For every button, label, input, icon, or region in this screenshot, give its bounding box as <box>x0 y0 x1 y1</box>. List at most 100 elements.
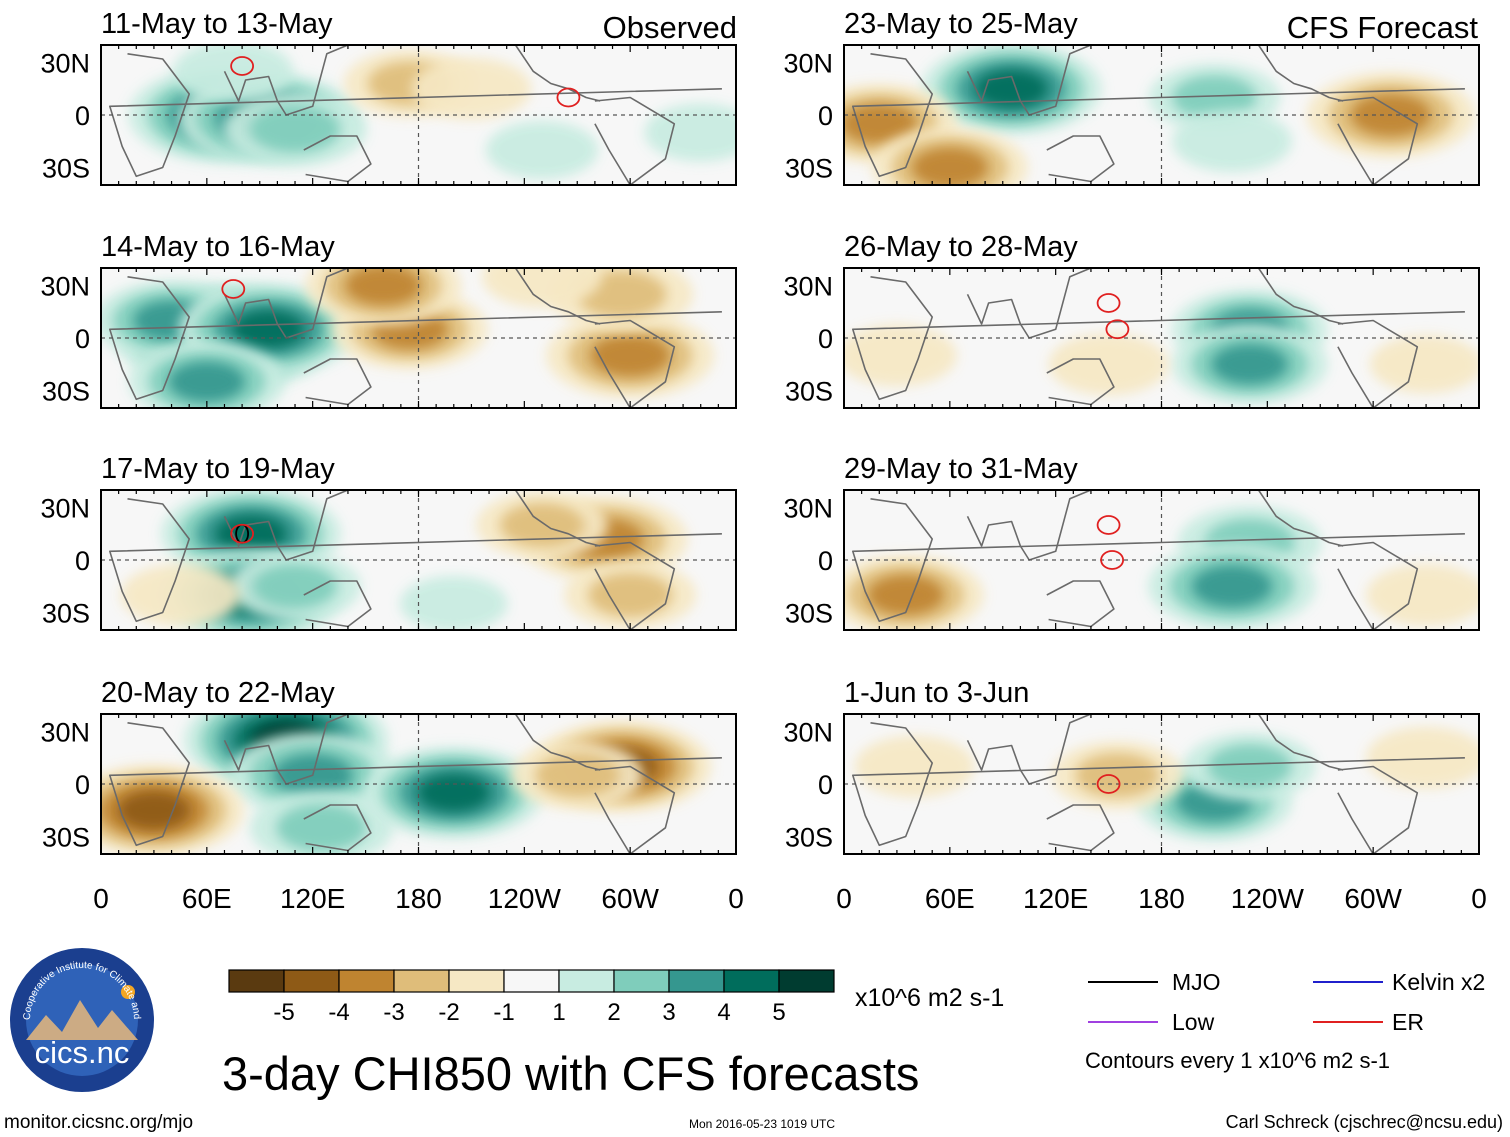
anomaly-blob <box>411 57 532 120</box>
wave-contour-er <box>1105 319 1130 340</box>
coastline <box>1337 765 1419 854</box>
colorbar-tick-label: 3 <box>662 999 675 1026</box>
panel-period-title: 20-May to 22-May <box>101 677 335 709</box>
lon-tick-label: 120E <box>280 883 345 914</box>
logo-sun-icon <box>121 985 135 999</box>
coastline <box>303 804 372 852</box>
coastline <box>852 498 1465 623</box>
lon-tick-label: 180 <box>1138 883 1185 914</box>
wave-contour-er <box>1100 550 1125 570</box>
legend-kelvin-label: Kelvin x2 <box>1392 969 1485 995</box>
coastline <box>303 580 372 628</box>
lat-tick-label: 30S <box>42 154 90 184</box>
x-axis-tick-labels: 0 60E 120E 180 120W 60W 0 0 60E 120E 180 120W 60W 0 <box>93 883 1487 914</box>
lat-tick-label: 30N <box>783 49 833 79</box>
contour-legend: MJO Kelvin x2 Low ER Contours every 1 x1… <box>1085 969 1485 1073</box>
coastline <box>1257 490 1344 547</box>
anomaly-blob <box>117 791 190 830</box>
coastline <box>223 714 349 785</box>
legend-low-label: Low <box>1172 1009 1215 1035</box>
anomaly-blob <box>535 753 620 798</box>
anomaly-blob <box>485 120 599 180</box>
lon-tick-label: 0 <box>728 883 744 914</box>
forecast-column-label: CFS Forecast <box>1287 10 1479 45</box>
colorbar-swatch <box>503 969 560 993</box>
lat-tick-label: 30N <box>783 272 833 302</box>
coastline <box>514 490 601 547</box>
anomaly-blob <box>1048 333 1169 396</box>
lat-tick-label: 30S <box>785 154 833 184</box>
lon-tick-label: 120W <box>1231 883 1305 914</box>
coastline <box>109 276 722 401</box>
anomaly-blob <box>844 324 957 387</box>
anomaly-blob <box>417 773 490 812</box>
anomaly-blob <box>168 361 245 402</box>
coastline <box>966 268 1092 339</box>
coastline <box>852 722 1465 847</box>
coastline <box>594 96 676 185</box>
colorbar-tick-label: 2 <box>607 999 620 1026</box>
map-panel: 29-May to 31-May 30N 0 30S <box>783 453 1480 631</box>
map-panel: 14-May to 16-May 30N 0 30S <box>40 231 737 409</box>
map-panel: 11-May to 13-May 30N 0 30S <box>40 8 737 186</box>
lat-tick-label: 30N <box>40 49 90 79</box>
panel-period-title: 14-May to 16-May <box>101 231 335 263</box>
legend-er-label: ER <box>1392 1009 1424 1035</box>
lon-tick-label: 0 <box>836 883 852 914</box>
figure-title: 3-day CHI850 with CFS forecasts <box>222 1047 919 1100</box>
coastline <box>852 276 1465 401</box>
anomaly-blob <box>1366 564 1479 626</box>
coastline <box>1337 96 1419 185</box>
colorbar-tick-label: 1 <box>552 999 565 1026</box>
anomaly-blob <box>588 573 673 617</box>
coastline <box>223 490 349 561</box>
anomaly-blob <box>250 105 341 153</box>
lat-tick-label: 30S <box>785 823 833 853</box>
coastline <box>966 45 1092 116</box>
coastline <box>1257 45 1344 102</box>
lon-tick-label: 60W <box>1344 883 1402 914</box>
colorbar: -5 -4 -3 -2 -1 1 2 3 4 5 <box>228 969 835 1026</box>
lon-tick-label: 60W <box>601 883 659 914</box>
coastline <box>594 319 676 408</box>
anomaly-blob <box>844 103 918 144</box>
lon-tick-label: 60E <box>182 883 232 914</box>
coastline <box>1257 268 1344 325</box>
colorbar-tick-label: -1 <box>493 999 514 1026</box>
colorbar-tick-label: -3 <box>383 999 404 1026</box>
coastline <box>109 722 722 847</box>
colorbar-tick-label: -4 <box>328 999 349 1026</box>
colorbar-tick-label: -5 <box>273 999 294 1026</box>
coastline <box>1337 541 1419 630</box>
logo-mountain-icon <box>26 1000 138 1040</box>
wave-contour-er <box>1096 774 1121 794</box>
colorbar-swatch <box>283 969 340 993</box>
coastline <box>1337 319 1419 408</box>
footer-url: monitor.cicsnc.org/mjo <box>4 1112 193 1133</box>
colorbar-tick-label: 5 <box>772 999 785 1026</box>
wave-contour-er <box>556 87 581 108</box>
lat-tick-label: 30N <box>783 718 833 748</box>
lat-tick-label: 0 <box>818 324 833 354</box>
footer-credit: Carl Schreck (cjschrec@ncsu.edu) <box>1226 1112 1503 1132</box>
lon-tick-label: 120E <box>1023 883 1088 914</box>
coastline <box>1257 714 1344 771</box>
panel-period-title: 17-May to 19-May <box>101 453 335 485</box>
coastline <box>1046 135 1115 183</box>
lon-tick-label: 180 <box>395 883 442 914</box>
wave-contour-er <box>221 279 246 299</box>
colorbar-tick-label: -2 <box>438 999 459 1026</box>
anomaly-blob <box>253 564 338 609</box>
lat-tick-label: 30N <box>40 718 90 748</box>
wave-contour-er <box>1096 515 1121 535</box>
coastline <box>594 765 676 854</box>
anomaly-blob <box>854 735 975 798</box>
map-panel: 17-May to 19-May 30N 0 30S <box>40 453 737 631</box>
lat-tick-label: 30S <box>42 823 90 853</box>
wave-contour-er <box>230 523 255 544</box>
map-panel: 20-May to 22-May 30N 0 30S <box>40 677 737 855</box>
lat-tick-label: 30S <box>42 599 90 629</box>
coastline <box>109 53 722 178</box>
lat-tick-label: 30S <box>42 377 90 407</box>
lon-tick-label: 0 <box>1471 883 1487 914</box>
